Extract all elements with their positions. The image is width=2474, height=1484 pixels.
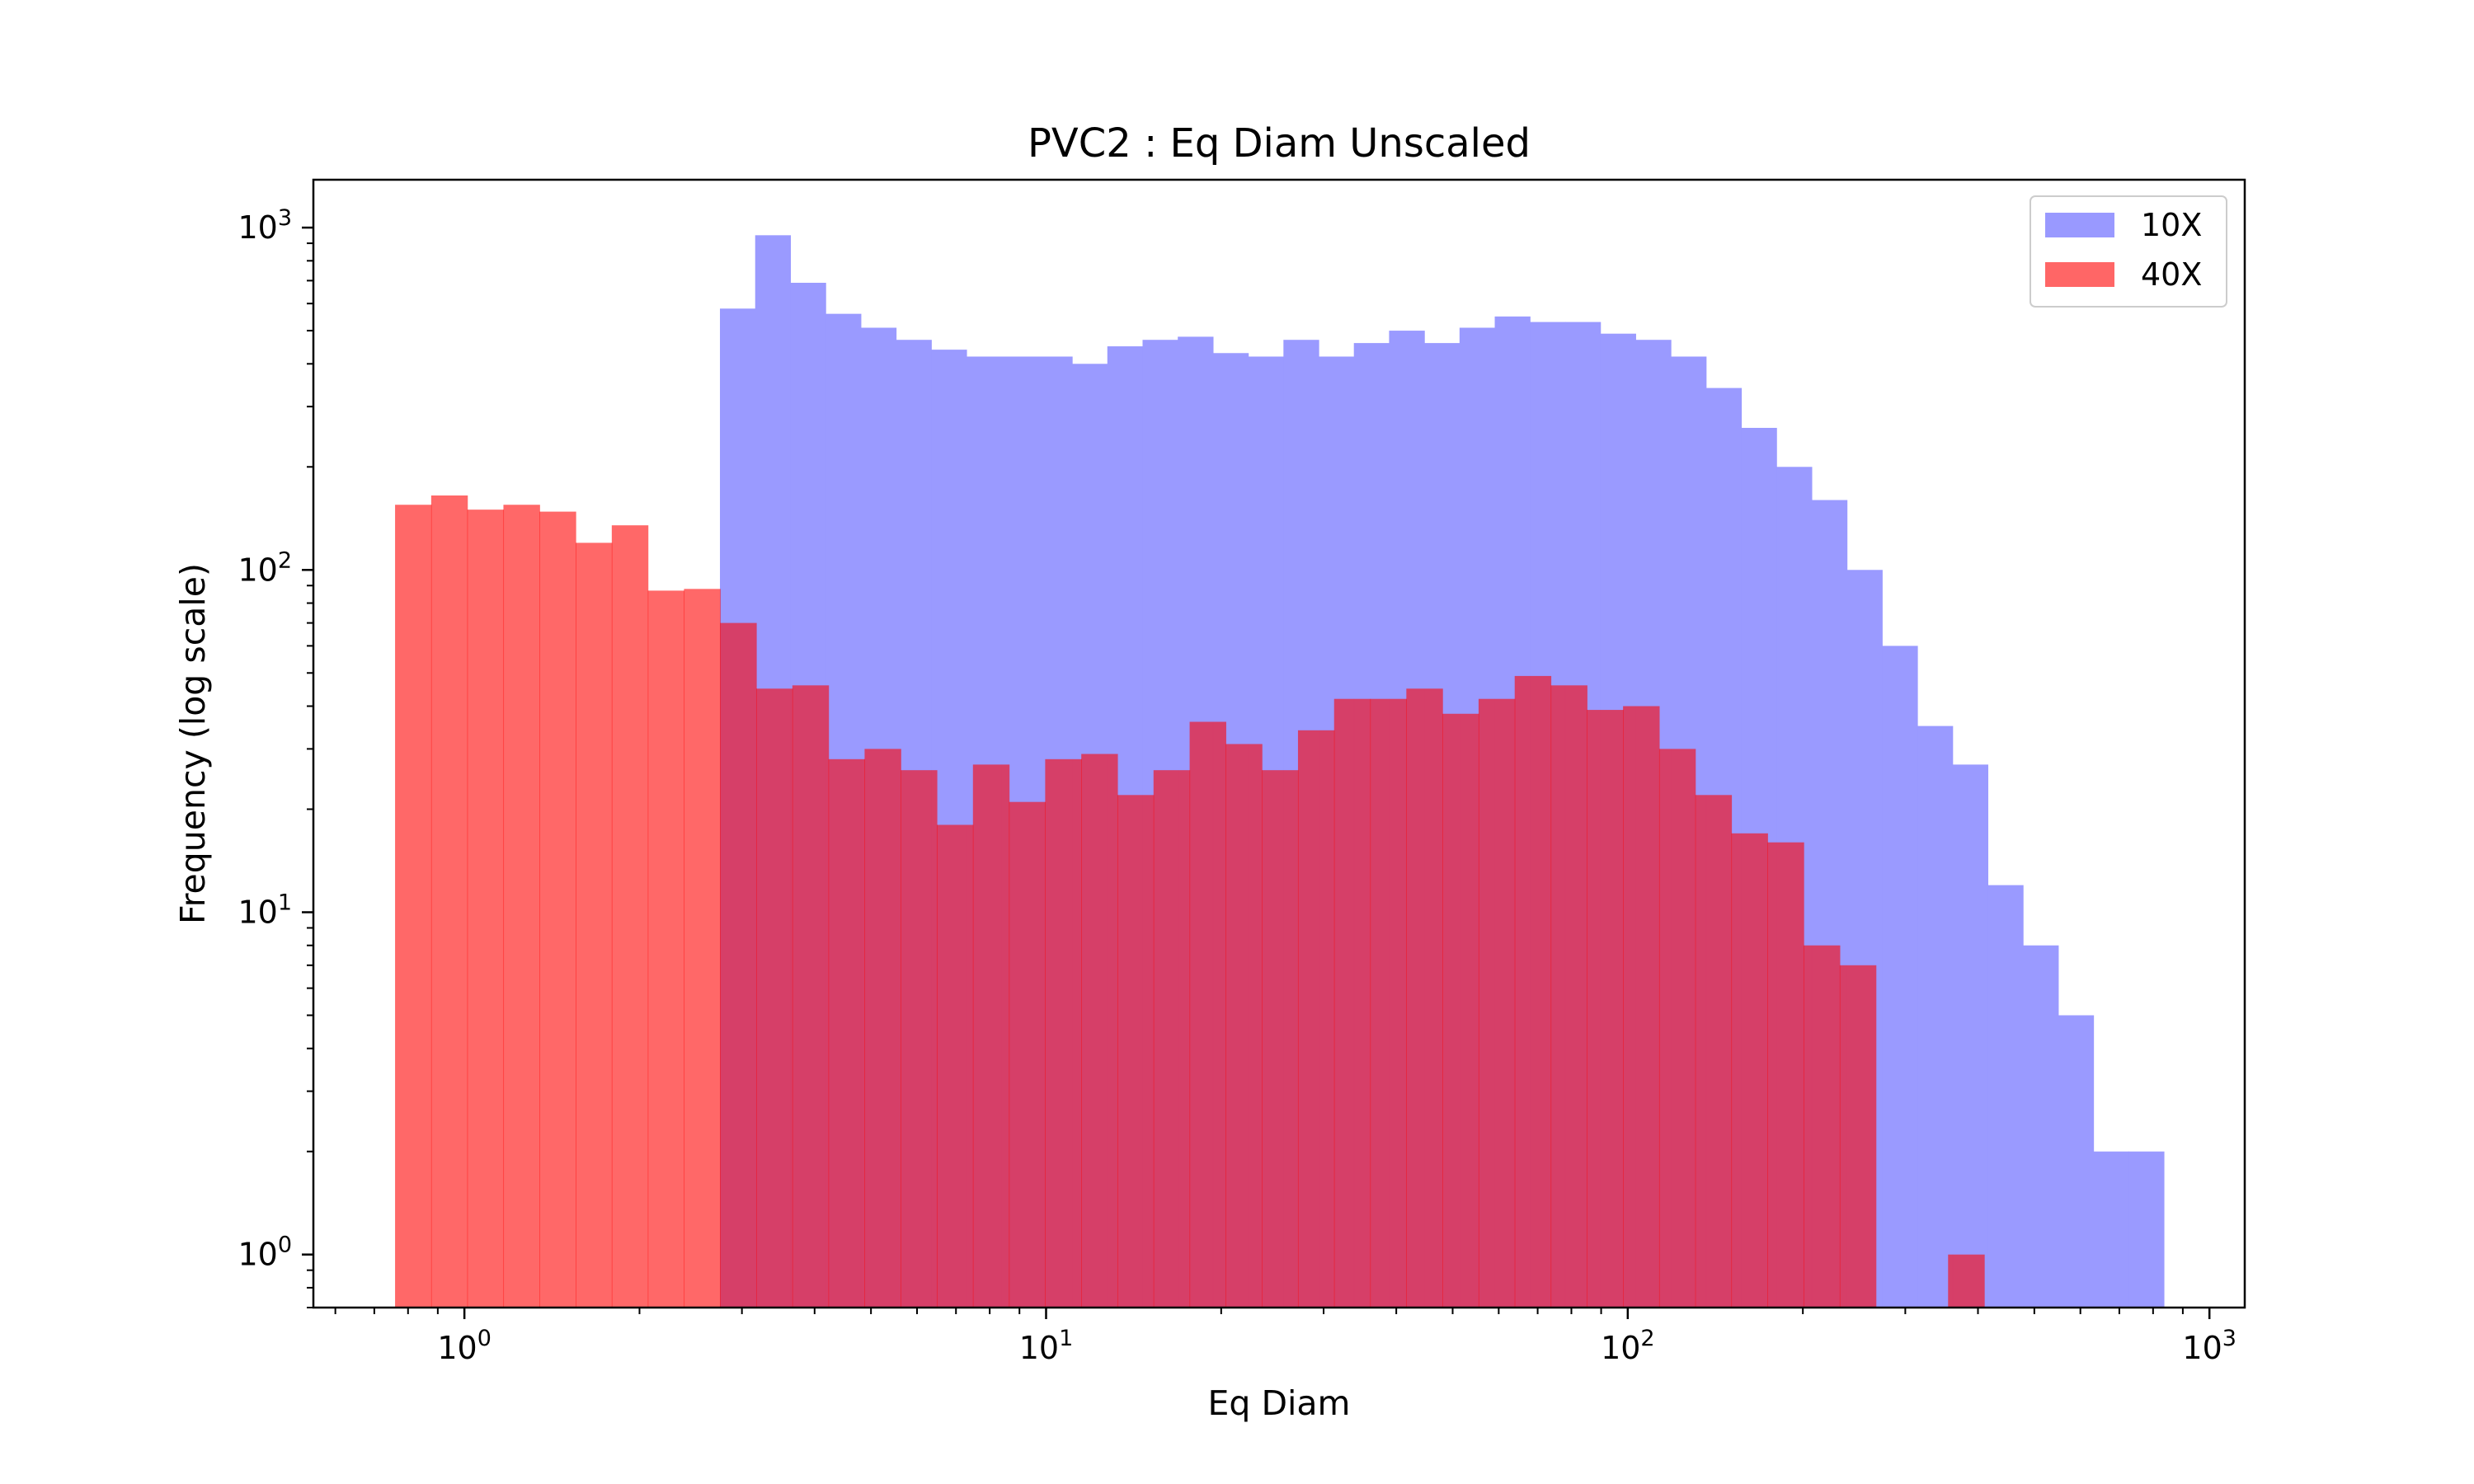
bar-40x-34 <box>1623 706 1660 1308</box>
bar-40x-16 <box>972 764 1010 1308</box>
bar-10x-34 <box>1917 726 1954 1308</box>
bar-40x-11 <box>792 685 830 1308</box>
x-axis-label: Eq Diam <box>1208 1383 1351 1423</box>
x-tick-label: 103 <box>2182 1326 2236 1366</box>
x-axis: 100 101 102 103 <box>334 1308 2236 1366</box>
bar-40x-36 <box>1695 795 1733 1308</box>
bar-40x-15 <box>936 824 974 1308</box>
bar-40x-26 <box>1333 698 1371 1308</box>
legend-label-10x: 10X <box>2141 207 2202 243</box>
bar-40x-40 <box>1839 965 1877 1308</box>
bar-40x-31 <box>1514 675 1552 1308</box>
bar-40x-1 <box>430 495 468 1308</box>
y-tick-label: 102 <box>238 547 292 588</box>
bar-40x-20 <box>1117 795 1155 1308</box>
bar-40x-35 <box>1658 749 1696 1308</box>
legend-swatch-10x <box>2045 213 2114 237</box>
bar-40x-23 <box>1225 744 1263 1308</box>
bar-40x-7 <box>647 590 685 1308</box>
bar-10x-38 <box>2058 1015 2095 1308</box>
bar-40x-5 <box>576 542 613 1308</box>
bar-40x-24 <box>1262 770 1299 1308</box>
x-tick-label: 102 <box>1601 1326 1655 1366</box>
bar-10x-40 <box>2128 1151 2165 1308</box>
bar-40x-37 <box>1731 833 1768 1308</box>
bar-40x-12 <box>828 758 866 1308</box>
x-tick-label: 100 <box>437 1326 492 1366</box>
y-axis-label: Frequency (log scale) <box>173 563 213 924</box>
y-tick-label: 103 <box>238 205 292 246</box>
bar-40x-8 <box>684 589 721 1308</box>
bar-40x-14 <box>901 770 938 1308</box>
bar-10x-33 <box>1882 646 1918 1308</box>
y-tick-label: 101 <box>238 890 292 930</box>
legend-swatch-40x <box>2045 262 2114 287</box>
bar-10x-37 <box>2023 945 2059 1308</box>
bar-40x-19 <box>1081 754 1118 1308</box>
bar-40x-38 <box>1767 842 1804 1308</box>
bar-10x-36 <box>1987 885 2024 1308</box>
bar-40x-21 <box>1153 770 1191 1308</box>
legend: 10X 40X <box>2030 195 2227 308</box>
x-tick-label: 101 <box>1019 1326 1074 1366</box>
bar-40x-28 <box>1406 688 1443 1308</box>
bar-40x-17 <box>1009 801 1046 1308</box>
bar-40x-43 <box>1948 1254 1985 1308</box>
legend-label-40x: 40X <box>2141 256 2202 293</box>
y-axis: 100 101 102 103 <box>238 205 313 1308</box>
bar-40x-25 <box>1297 730 1335 1308</box>
bar-40x-27 <box>1370 698 1407 1308</box>
bar-40x-33 <box>1587 710 1624 1308</box>
bar-40x-18 <box>1045 758 1082 1308</box>
bars-layer <box>395 235 2165 1308</box>
bar-40x-30 <box>1478 698 1516 1308</box>
bar-40x-4 <box>539 511 576 1308</box>
bar-10x-39 <box>2093 1151 2129 1308</box>
chart-title: PVC2 : Eq Diam Unscaled <box>1028 120 1531 167</box>
bar-40x-39 <box>1804 945 1841 1308</box>
bar-40x-3 <box>503 505 540 1308</box>
bar-40x-13 <box>864 749 901 1308</box>
bar-40x-9 <box>720 622 757 1308</box>
bar-40x-0 <box>395 505 432 1308</box>
bar-40x-6 <box>611 525 649 1308</box>
bar-40x-29 <box>1442 713 1479 1308</box>
y-tick-label: 100 <box>238 1233 292 1273</box>
bar-40x-2 <box>467 510 505 1308</box>
bar-40x-22 <box>1189 721 1226 1308</box>
bar-10x-35 <box>1952 764 1989 1308</box>
bar-40x-32 <box>1550 685 1587 1308</box>
plot-frame <box>312 178 2246 1309</box>
bar-40x-10 <box>756 688 793 1308</box>
